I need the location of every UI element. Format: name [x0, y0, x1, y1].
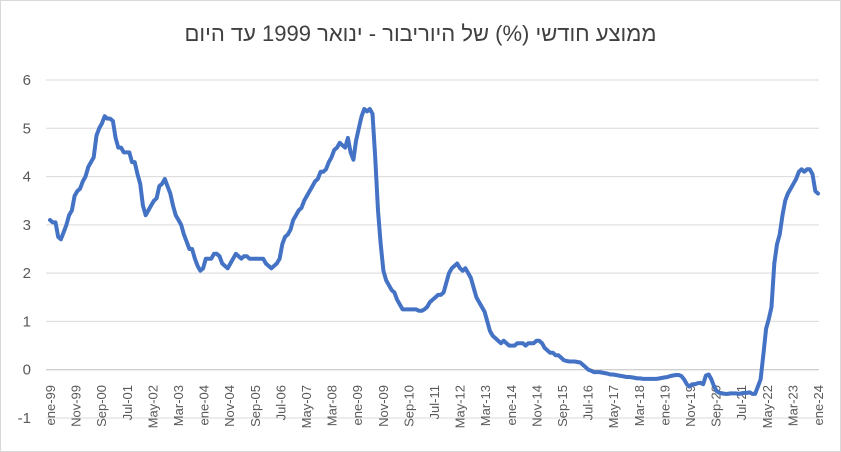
x-axis-tick-labels: ene-99 Nov-99 Sep-00 Jul-01 May-02 Mar-03 ene-…: [43, 385, 826, 428]
x-tick-label: ene-09: [350, 385, 365, 425]
x-tick-label: Sep-15: [555, 385, 570, 427]
x-tick-label: Jul-06: [273, 385, 288, 420]
y-tick-label: 5: [23, 120, 31, 137]
x-tick-label: Mar-18: [632, 385, 647, 426]
x-tick-label: Mar-08: [325, 385, 340, 426]
y-tick-label: 4: [23, 169, 31, 186]
x-tick-label: Nov-04: [222, 385, 237, 427]
x-tick-label: Nov-09: [376, 385, 391, 427]
y-tick-label: 6: [23, 72, 31, 89]
y-tick-label: 1: [23, 313, 31, 330]
x-tick-label: ene-04: [197, 385, 212, 425]
x-tick-label: Mar-03: [171, 385, 186, 426]
x-tick-label: Mar-13: [478, 385, 493, 426]
chart-title: ממוצע חודשי (%) של היוריבור - ינואר 1999…: [184, 21, 657, 46]
x-tick-label: May-12: [453, 385, 468, 428]
x-tick-label: Sep-10: [401, 385, 416, 427]
x-tick-label: May-07: [299, 385, 314, 428]
x-tick-label: ene-24: [811, 385, 826, 425]
x-tick-label: Jul-21: [734, 385, 749, 420]
y-tick-label: -1: [18, 410, 31, 427]
x-tick-label: Jul-01: [120, 385, 135, 420]
x-tick-label: ene-14: [504, 385, 519, 425]
x-tick-label: Mar-23: [785, 385, 800, 426]
y-tick-label: 0: [23, 362, 31, 379]
series-line: [48, 107, 820, 396]
x-tick-label: Nov-99: [69, 385, 84, 427]
gridlines: [46, 79, 819, 419]
x-tick-label: Nov-19: [683, 385, 698, 427]
x-tick-label: May-22: [760, 385, 775, 428]
x-tick-label: Sep-00: [94, 385, 109, 427]
x-tick-label: Jul-11: [427, 385, 442, 419]
x-tick-label: Sep-20: [709, 385, 724, 427]
y-axis-tick-labels: -1 0 1 2 3 4 5 6: [18, 72, 31, 427]
x-tick-label: ene-19: [657, 385, 672, 425]
x-tick-label: May-17: [606, 385, 621, 428]
x-tick-label: May-02: [145, 385, 160, 428]
x-tick-label: ene-99: [43, 385, 58, 425]
x-tick-label: Jul-16: [581, 385, 596, 420]
x-tick-label: Nov-14: [529, 385, 544, 427]
y-tick-label: 2: [23, 265, 31, 282]
y-tick-label: 3: [23, 217, 31, 234]
x-tick-label: Sep-05: [248, 385, 263, 427]
